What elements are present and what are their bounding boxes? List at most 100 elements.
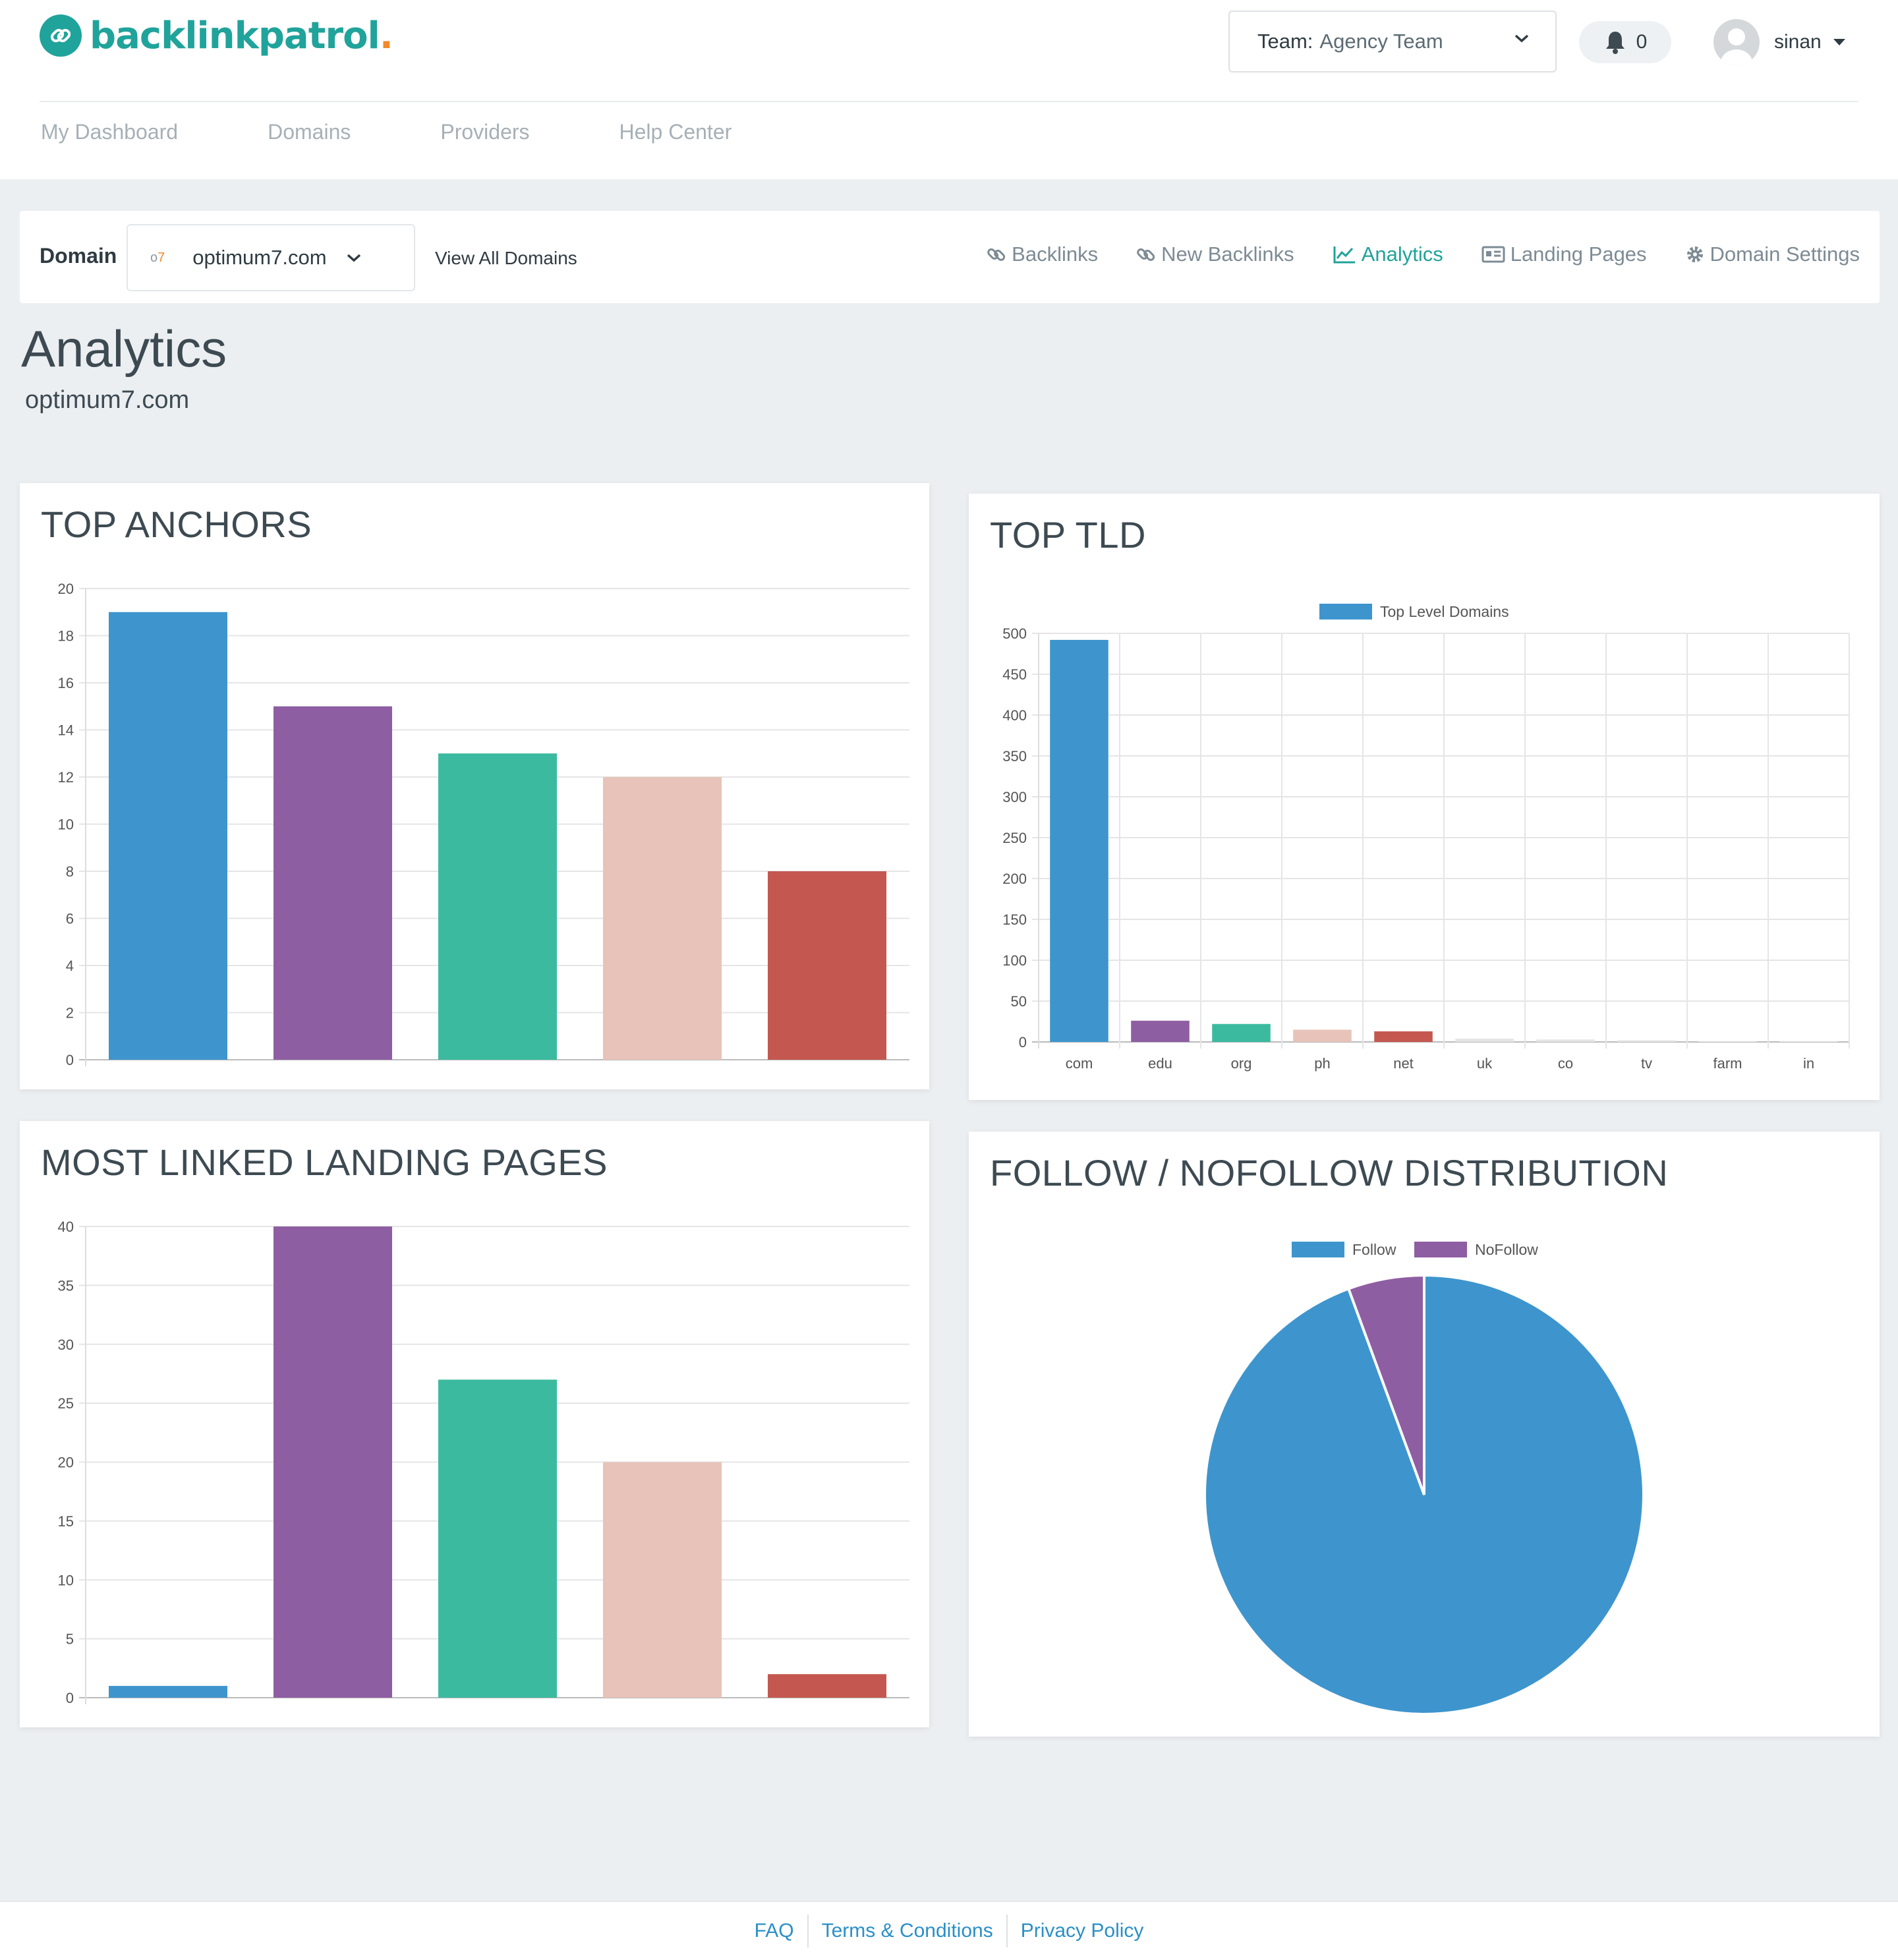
favicon-number: 7: [158, 250, 165, 265]
y-tick-label: 8: [66, 863, 74, 880]
page-subtitle: optimum7.com: [25, 386, 190, 414]
y-tick-label: 200: [1002, 871, 1027, 887]
domain-favicon: o7: [150, 250, 165, 266]
avatar: [1713, 19, 1760, 65]
x-tick-label: in: [1803, 1055, 1814, 1072]
user-menu[interactable]: sinan: [1713, 18, 1845, 66]
bar: [603, 1462, 722, 1698]
y-tick-label: 12: [58, 769, 74, 786]
y-tick-label: 4: [66, 958, 74, 974]
domain-subnav: Backlinks New Backlinks Analytics Landin…: [948, 243, 1860, 266]
top-header: backlinkpatrol. Team: Agency Team 0 sina…: [0, 0, 1898, 179]
bar: [1617, 1040, 1676, 1042]
y-tick-label: 450: [1002, 666, 1027, 683]
y-tick-label: 0: [66, 1052, 74, 1068]
x-tick-label: uk: [1477, 1055, 1493, 1072]
tab-landing-pages-label: Landing Pages: [1510, 243, 1647, 266]
y-tick-label: 40: [58, 1219, 74, 1235]
landing-pages-chart: 0 5 10 15 20 25 30 35 40: [58, 1219, 909, 1706]
view-all-domains-link[interactable]: View All Domains: [435, 248, 577, 268]
bar: [603, 777, 722, 1060]
top-tld-card: TOP TLD 0 50 100 150 200 250 300 350 400 450 500 co…: [969, 494, 1880, 1100]
y-tick-label: 0: [1019, 1034, 1027, 1051]
tab-analytics[interactable]: Analytics: [1333, 243, 1443, 266]
pie-slice: [1346, 1273, 1425, 1495]
app-logo[interactable]: backlinkpatrol.: [40, 9, 393, 62]
bar: [273, 706, 392, 1060]
bar: [768, 1674, 886, 1698]
bar: [1212, 1023, 1271, 1042]
y-tick-label: 30: [58, 1337, 74, 1353]
y-tick-label: 35: [58, 1277, 74, 1294]
landing-pages-title: MOST LINKED LANDING PAGES: [41, 1141, 608, 1183]
caret-down-icon: [1833, 39, 1845, 45]
nav-domains[interactable]: Domains: [268, 120, 351, 144]
bar: [1050, 639, 1108, 1042]
team-label: Team:: [1257, 30, 1313, 53]
y-tick-label: 10: [58, 1572, 74, 1588]
header-divider: [40, 101, 1858, 102]
y-tick-label: 0: [66, 1690, 74, 1706]
app-name: backlinkpatrol: [90, 14, 380, 57]
follow-distribution-chart: Follow NoFollow: [1203, 1241, 1645, 1715]
bar: [273, 1226, 392, 1698]
bar: [1374, 1031, 1433, 1042]
tab-landing-pages[interactable]: Landing Pages: [1481, 243, 1647, 266]
id-card-icon: [1481, 246, 1505, 263]
x-tick-label: ph: [1314, 1055, 1330, 1072]
page-title: Analytics: [21, 320, 227, 378]
y-tick-label: 25: [58, 1395, 74, 1412]
tab-new-backlinks-label: New Backlinks: [1161, 243, 1294, 266]
gear-icon: [1686, 246, 1703, 262]
y-tick-label: 20: [58, 1455, 74, 1471]
bell-icon: [1605, 32, 1625, 54]
legend-swatch: [1292, 1242, 1344, 1257]
tab-analytics-label: Analytics: [1361, 243, 1443, 266]
y-tick-label: 20: [58, 581, 74, 597]
tab-backlinks[interactable]: Backlinks: [987, 243, 1098, 266]
footer-faq-link[interactable]: FAQ: [754, 1920, 794, 1942]
notifications-count: 0: [1636, 31, 1648, 53]
tab-backlinks-label: Backlinks: [1012, 243, 1099, 266]
tab-domain-settings[interactable]: Domain Settings: [1685, 243, 1860, 266]
y-tick-label: 150: [1002, 911, 1027, 928]
y-tick-label: 14: [58, 722, 74, 739]
y-tick-label: 350: [1002, 748, 1027, 764]
nav-my-dashboard[interactable]: My Dashboard: [41, 120, 179, 144]
main-nav: My Dashboard Domains Providers Help Cent…: [41, 120, 821, 144]
y-tick-label: 5: [66, 1631, 74, 1648]
footer-divider: [1006, 1915, 1008, 1947]
legend-swatch: [1319, 604, 1372, 620]
nav-help-center[interactable]: Help Center: [619, 120, 732, 144]
y-tick-label: 300: [1002, 789, 1027, 805]
nav-providers[interactable]: Providers: [440, 120, 530, 144]
footer-terms-link[interactable]: Terms & Conditions: [821, 1920, 993, 1942]
legend-swatch: [1414, 1242, 1467, 1257]
bar: [1293, 1029, 1352, 1042]
selected-domain: optimum7.com: [192, 246, 327, 269]
top-tld-chart: 0 50 100 150 200 250 300 350 400 450 500 com edu org p…: [1002, 603, 1850, 1072]
top-tld-title: TOP TLD: [990, 514, 1146, 556]
x-tick-label: net: [1393, 1055, 1414, 1072]
domain-label: Domain: [40, 244, 117, 268]
y-tick-label: 250: [1002, 830, 1027, 846]
team-select[interactable]: Team: Agency Team: [1228, 11, 1557, 72]
bar: [1698, 1041, 1757, 1042]
link-icon: [987, 248, 1006, 261]
line-chart-icon: [1333, 246, 1355, 264]
follow-distribution-title: FOLLOW / NOFOLLOW DISTRIBUTION: [990, 1152, 1669, 1194]
bar: [1536, 1039, 1595, 1042]
domain-select[interactable]: o7 optimum7.com: [127, 224, 415, 291]
chevron-down-icon: [347, 254, 360, 262]
link-icon: [1137, 248, 1155, 261]
tab-new-backlinks[interactable]: New Backlinks: [1136, 243, 1294, 266]
landing-pages-card: MOST LINKED LANDING PAGES 0 5 10 15 20 25 30 35…: [20, 1121, 929, 1727]
notifications-button[interactable]: 0: [1579, 21, 1671, 63]
follow-distribution-card: FOLLOW / NOFOLLOW DISTRIBUTION Follow NoF…: [969, 1132, 1880, 1737]
y-tick-label: 6: [66, 911, 74, 927]
bar: [1455, 1039, 1514, 1042]
chevron-down-icon: [1514, 34, 1529, 43]
footer-privacy-link[interactable]: Privacy Policy: [1020, 1920, 1144, 1942]
y-tick-label: 400: [1002, 707, 1027, 724]
legend-label: Follow: [1352, 1241, 1396, 1258]
